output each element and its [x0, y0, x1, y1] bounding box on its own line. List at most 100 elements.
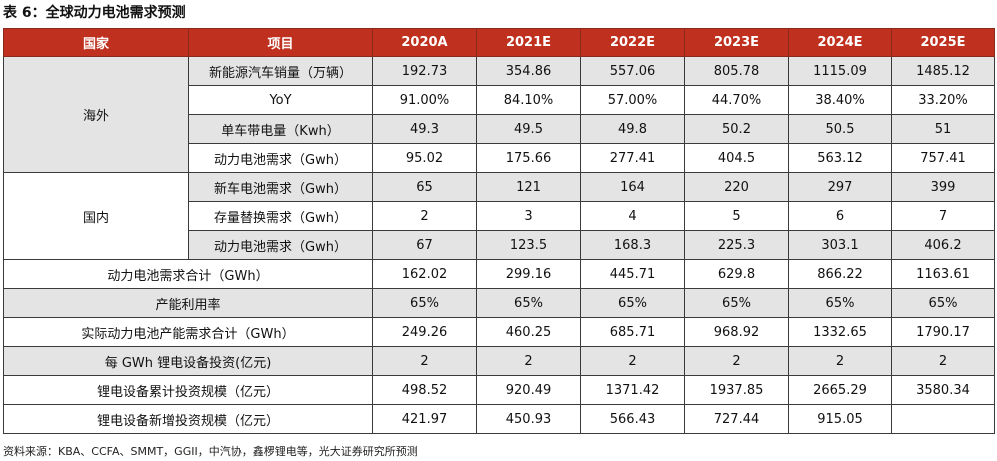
cell: 2: [580, 346, 685, 376]
cell: 757.41: [891, 143, 995, 173]
row-label: 新能源汽车销量（万辆）: [188, 56, 373, 86]
cell: 7: [891, 201, 995, 231]
group-domestic: 国内: [3, 172, 189, 260]
table-row: 锂电设备累计投资规模（亿元） 498.52 920.49 1371.42 193…: [3, 375, 995, 405]
cell: 249.26: [372, 317, 477, 347]
cell: 2: [476, 346, 581, 376]
row-label: 锂电设备新增投资规模（亿元）: [3, 404, 373, 434]
row-label: 实际动力电池产能需求合计（GWh）: [3, 317, 373, 347]
cell: 866.22: [788, 259, 892, 289]
table-row: 动力电池需求合计（GWh） 162.02 299.16 445.71 629.8…: [3, 259, 995, 289]
cell: 498.52: [372, 375, 477, 405]
cell: 175.66: [476, 143, 581, 173]
table-row: 产能利用率 65% 65% 65% 65% 65% 65%: [3, 288, 995, 318]
cell: 225.3: [684, 230, 789, 260]
cell: 1163.61: [891, 259, 995, 289]
cell: 685.71: [580, 317, 685, 347]
cell: 44.70%: [684, 85, 789, 115]
source-note: 资料来源：KBA、CCFA、SMMT，GGII，中汽协，鑫椤锂电等，光大证券研究…: [3, 445, 418, 458]
row-label: 锂电设备累计投资规模（亿元）: [3, 375, 373, 405]
cell: 566.43: [580, 404, 685, 434]
cell: 2: [788, 346, 892, 376]
cell: 6: [788, 201, 892, 231]
table-row: 每 GWh 锂电设备投资(亿元) 2 2 2 2 2 2: [3, 346, 995, 376]
header-item: 项目: [188, 28, 373, 57]
header-2022e: 2022E: [580, 28, 685, 57]
cell: 38.40%: [788, 85, 892, 115]
cell: 460.25: [476, 317, 581, 347]
cell: 95.02: [372, 143, 477, 173]
cell: 2: [684, 346, 789, 376]
cell: 65%: [788, 288, 892, 318]
table-row: YoY 91.00% 84.10% 57.00% 44.70% 38.40% 3…: [3, 85, 995, 115]
cell: 406.2: [891, 230, 995, 260]
cell: 49.3: [372, 114, 477, 144]
row-label: 存量替换需求（Gwh）: [188, 201, 373, 231]
cell: 3580.34: [891, 375, 995, 405]
table-row: 存量替换需求（Gwh） 2 3 4 5 6 7: [3, 201, 995, 231]
table-row: 国内 新车电池需求（Gwh） 65 121 164 220 297 399: [3, 172, 995, 260]
cell: 67: [372, 230, 477, 260]
cell: 915.05: [788, 404, 892, 434]
row-label: 每 GWh 锂电设备投资(亿元): [3, 346, 373, 376]
header-2025e: 2025E: [891, 28, 995, 57]
cell: [891, 404, 995, 434]
cell: 1485.12: [891, 56, 995, 86]
header-2024e: 2024E: [788, 28, 892, 57]
row-label: 动力电池需求合计（GWh）: [3, 259, 373, 289]
cell: 65: [372, 172, 477, 202]
cell: 727.44: [684, 404, 789, 434]
cell: 4: [580, 201, 685, 231]
cell: 563.12: [788, 143, 892, 173]
header-row: 国家 项目 2020A 2021E 2022E 2023E 2024E 2025…: [3, 28, 995, 57]
cell: 297: [788, 172, 892, 202]
table-row: 实际动力电池产能需求合计（GWh） 249.26 460.25 685.71 9…: [3, 317, 995, 347]
cell: 51: [891, 114, 995, 144]
cell: 220: [684, 172, 789, 202]
cell: 168.3: [580, 230, 685, 260]
row-label: 产能利用率: [3, 288, 373, 318]
cell: 1790.17: [891, 317, 995, 347]
cell: 450.93: [476, 404, 581, 434]
cell: 299.16: [476, 259, 581, 289]
cell: 303.1: [788, 230, 892, 260]
cell: 557.06: [580, 56, 685, 86]
header-2020a: 2020A: [372, 28, 477, 57]
cell: 3: [476, 201, 581, 231]
header-2023e: 2023E: [684, 28, 789, 57]
cell: 2: [372, 201, 477, 231]
cell: 2665.29: [788, 375, 892, 405]
cell: 1937.85: [684, 375, 789, 405]
cell: 192.73: [372, 56, 477, 86]
cell: 421.97: [372, 404, 477, 434]
cell: 162.02: [372, 259, 477, 289]
cell: 805.78: [684, 56, 789, 86]
cell: 50.5: [788, 114, 892, 144]
battery-demand-table: 国家 项目 2020A 2021E 2022E 2023E 2024E 2025…: [3, 28, 995, 434]
row-label: 动力电池需求（Gwh）: [188, 230, 373, 260]
cell: 445.71: [580, 259, 685, 289]
cell: 84.10%: [476, 85, 581, 115]
cell: 33.20%: [891, 85, 995, 115]
row-label: 动力电池需求（Gwh）: [188, 143, 373, 173]
cell: 404.5: [684, 143, 789, 173]
cell: 65%: [476, 288, 581, 318]
cell: 1371.42: [580, 375, 685, 405]
table-row: 锂电设备新增投资规模（亿元） 421.97 450.93 566.43 727.…: [3, 404, 995, 434]
row-label: 新车电池需求（Gwh）: [188, 172, 373, 202]
table-row: 海外 新能源汽车销量（万辆） 192.73 354.86 557.06 805.…: [3, 56, 995, 173]
row-label: YoY: [188, 85, 373, 115]
cell: 629.8: [684, 259, 789, 289]
cell: 1332.65: [788, 317, 892, 347]
cell: 164: [580, 172, 685, 202]
header-country: 国家: [3, 28, 189, 57]
cell: 123.5: [476, 230, 581, 260]
table-title: 表 6：全球动力电池需求预测: [3, 5, 186, 21]
cell: 2: [372, 346, 477, 376]
cell: 65%: [684, 288, 789, 318]
cell: 50.2: [684, 114, 789, 144]
cell: 5: [684, 201, 789, 231]
cell: 65%: [372, 288, 477, 318]
cell: 121: [476, 172, 581, 202]
cell: 49.8: [580, 114, 685, 144]
